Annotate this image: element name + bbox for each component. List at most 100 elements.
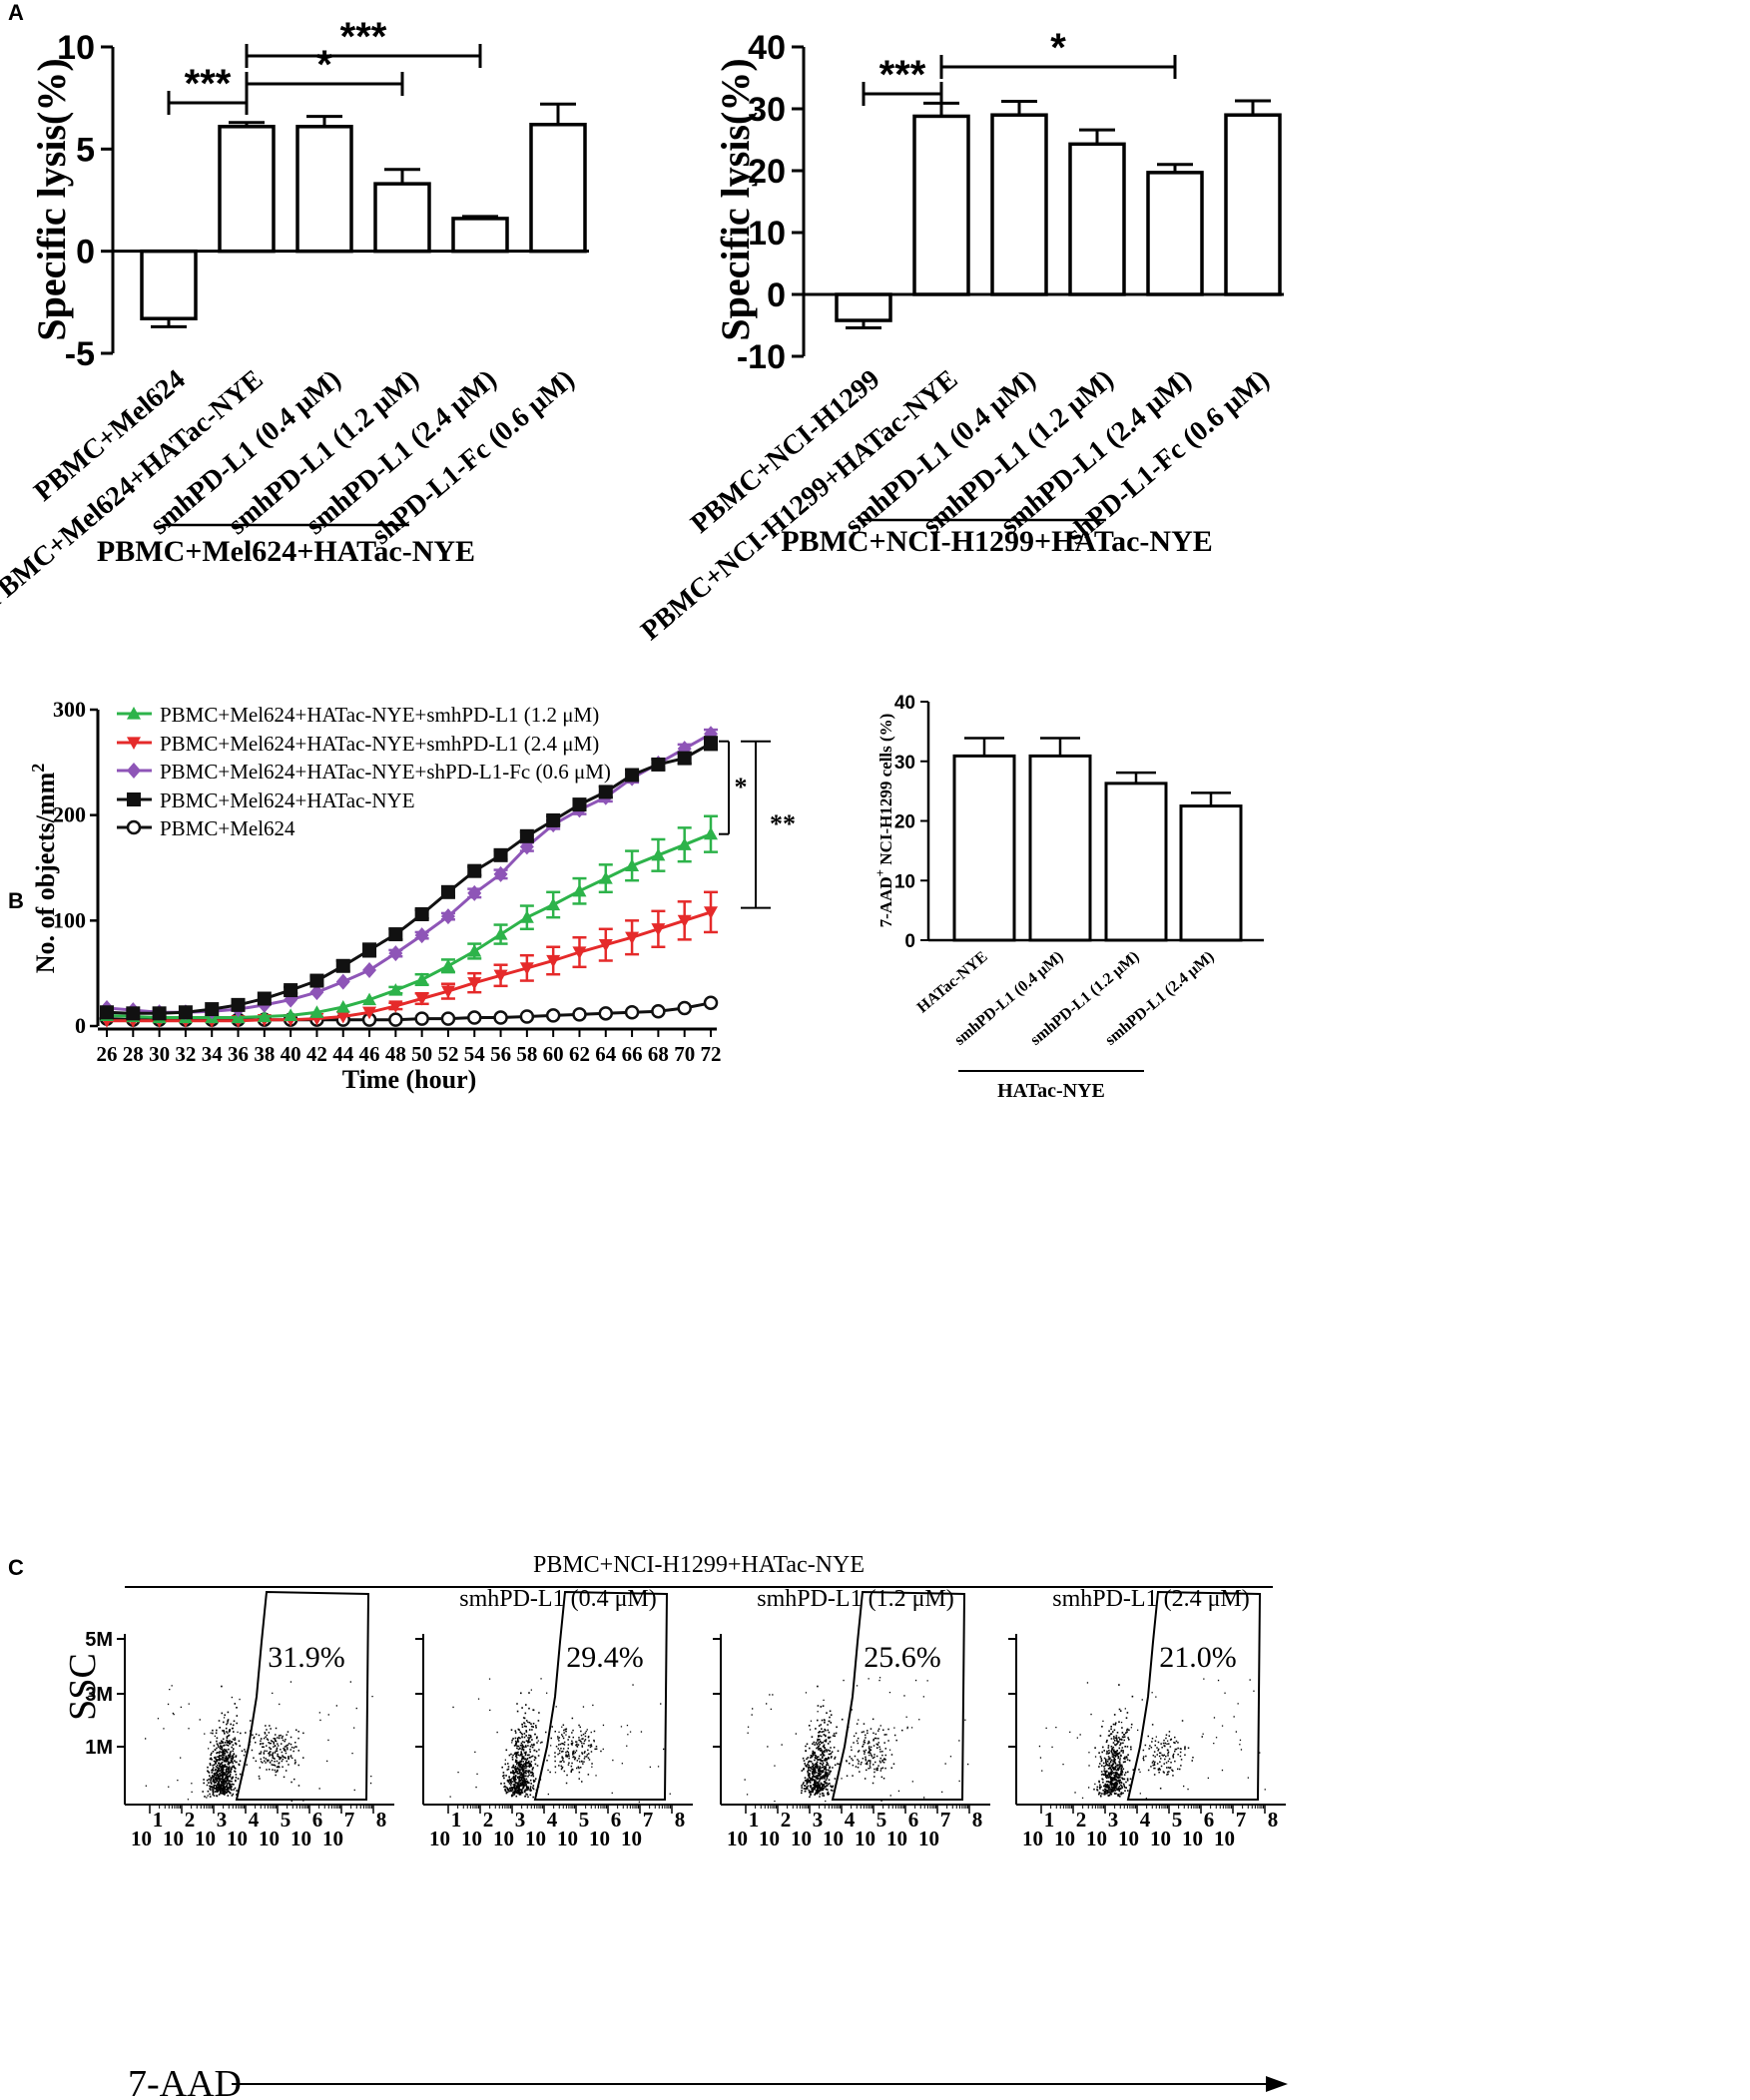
bar	[218, 125, 276, 254]
y-tick-label: 20	[894, 812, 915, 833]
data-point	[493, 865, 508, 882]
x-tick-label: 42	[306, 1042, 327, 1066]
significance-star: *	[316, 43, 332, 87]
x-tick-exponent: 5	[1172, 1808, 1183, 1832]
data-point	[309, 984, 324, 1001]
y-tick-label: 3M	[85, 1684, 113, 1706]
x-tick-label: 10	[589, 1827, 610, 1850]
legend-item: PBMC+Mel624+HATac-NYE+smhPD-L1 (1.2 μM)	[117, 703, 599, 727]
x-axis-label: 7-AAD	[128, 2063, 242, 2100]
data-point	[309, 1005, 324, 1018]
y-tick-label: 10	[748, 215, 786, 253]
data-point	[625, 858, 640, 871]
y-tick-label: 5	[76, 131, 95, 169]
x-tick-exponent: 1	[1044, 1808, 1055, 1832]
gate-percentage: 25.6%	[864, 1641, 941, 1674]
x-tick-exponent: 5	[579, 1808, 590, 1832]
y-tick-label: 40	[894, 693, 915, 714]
data-point	[362, 961, 377, 978]
x-tick-label: 30	[149, 1042, 170, 1066]
data-point	[493, 847, 508, 862]
x-tick-exponent: 6	[908, 1808, 919, 1832]
data-point	[388, 1000, 403, 1013]
y-axis-label: Specific lysis(%)	[713, 58, 758, 340]
data-point	[624, 1005, 640, 1020]
data-point	[519, 1009, 535, 1024]
y-tick-label: 0	[75, 1013, 86, 1038]
x-tick-label: 36	[228, 1042, 249, 1066]
x-tick-exponent: 8	[675, 1808, 686, 1832]
x-tick-label: 10	[259, 1827, 280, 1850]
data-point	[704, 906, 718, 919]
x-tick-label: 10	[195, 1827, 216, 1850]
data-point	[205, 1002, 220, 1017]
data-point	[414, 992, 429, 1006]
data-point	[598, 785, 613, 799]
x-tick-exponent: 7	[643, 1808, 654, 1832]
data-point	[388, 1012, 403, 1027]
x-tick-label: 10	[918, 1827, 939, 1850]
data-point	[572, 883, 587, 897]
x-tick-label: 34	[202, 1042, 224, 1066]
x-tick-label: 66	[622, 1042, 643, 1066]
data-point	[284, 1008, 298, 1022]
x-tick-label: 44	[332, 1042, 354, 1066]
x-tick-label: 10	[621, 1827, 642, 1850]
data-point	[493, 927, 508, 940]
significance-star: ***	[879, 53, 926, 97]
x-tick-label: 62	[569, 1042, 590, 1066]
chart-c-flow: PBMC+NCI-H1299+HATac-NYE1M3M5M1102103104…	[62, 1552, 1288, 2100]
x-tick-exponent: 8	[376, 1808, 387, 1832]
bar	[1179, 804, 1243, 942]
x-tick-label: 32	[175, 1042, 196, 1066]
y-tick-label: -10	[737, 338, 786, 376]
y-tick-label: 0	[76, 234, 95, 271]
x-tick-label: 10	[227, 1827, 248, 1850]
x-tick-exponent: 7	[940, 1808, 951, 1832]
legend-label: PBMC+Mel624	[160, 816, 295, 840]
y-tick-label: 0	[767, 276, 786, 314]
gate-polygon	[235, 1590, 370, 1801]
data-point	[152, 1006, 167, 1021]
data-point	[467, 1010, 482, 1025]
category-label: PBMC+NCI-H1299+HATac-NYE	[635, 364, 963, 647]
x-tick-label: 64	[595, 1042, 617, 1066]
data-point	[126, 1006, 141, 1021]
legend-item: PBMC+Mel624+HATac-NYE	[117, 788, 415, 812]
data-point	[284, 983, 298, 998]
x-tick-label: 10	[727, 1827, 748, 1850]
x-tick-label: 52	[437, 1042, 458, 1066]
x-tick-exponent: 1	[153, 1808, 164, 1832]
bar	[295, 125, 353, 254]
data-point	[651, 847, 666, 861]
y-axis-label-rest: NCI-H1299 cells (%)	[876, 714, 895, 869]
panel-label-a: A	[8, 0, 24, 25]
x-tick-exponent: 2	[185, 1808, 196, 1832]
y-tick-label: 100	[53, 907, 86, 932]
x-tick-label: 54	[464, 1042, 486, 1066]
bar	[529, 123, 587, 254]
panel-condition-label: smhPD-L1 (2.4 μM)	[1052, 1586, 1250, 1612]
x-tick-exponent: 6	[611, 1808, 622, 1832]
x-tick-label: 28	[123, 1042, 144, 1066]
x-tick-exponent: 6	[312, 1808, 323, 1832]
bar	[1146, 171, 1204, 296]
x-tick-label: 10	[131, 1827, 152, 1850]
y-tick-label: 1M	[85, 1737, 113, 1759]
x-tick-label: 10	[1214, 1827, 1235, 1850]
data-point	[677, 914, 692, 928]
panel-label-b: B	[8, 888, 24, 913]
x-tick-label: 10	[791, 1827, 812, 1850]
data-point	[493, 1010, 508, 1025]
x-axis-arrowhead	[1266, 2076, 1288, 2092]
data-point	[546, 954, 561, 968]
x-tick-label: 38	[254, 1042, 275, 1066]
x-tick-label: 60	[543, 1042, 564, 1066]
y-tick-label: 30	[894, 753, 915, 774]
x-tick-exponent: 4	[547, 1808, 558, 1832]
data-point	[493, 969, 508, 983]
